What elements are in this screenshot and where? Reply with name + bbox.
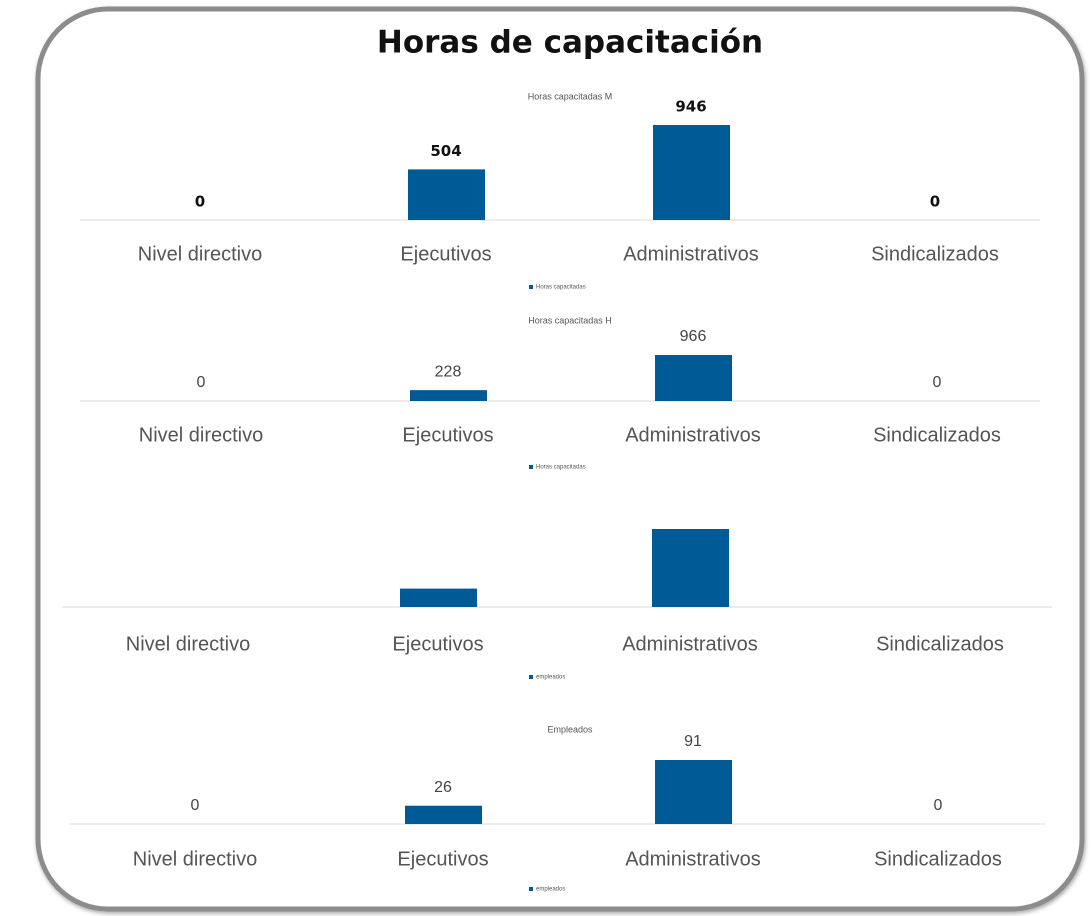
bar: [655, 760, 732, 824]
bar: [410, 390, 487, 401]
data-label: 504: [430, 142, 461, 160]
legend-label: empleados: [536, 675, 565, 681]
legend-swatch: [529, 465, 533, 469]
legend-swatch: [529, 285, 533, 289]
bar: [655, 355, 732, 401]
x-tick-label: Nivel directivo: [139, 424, 263, 446]
data-label: 0: [930, 193, 940, 211]
x-tick-label: Ejecutivos: [402, 424, 493, 446]
x-tick-label: Nivel directivo: [126, 633, 250, 655]
x-tick-label: Sindicalizados: [874, 848, 1002, 870]
bar: [400, 588, 477, 607]
bar: [408, 169, 485, 220]
chart-title: Horas capacitadas H: [528, 315, 612, 325]
x-tick-label: Administrativos: [622, 633, 758, 655]
data-label: 0: [933, 374, 942, 391]
data-label: 0: [195, 193, 205, 211]
data-label: 26: [434, 779, 452, 796]
x-tick-label: Ejecutivos: [397, 848, 488, 870]
x-tick-label: Administrativos: [625, 424, 761, 446]
main-title: Horas de capacitación: [377, 25, 763, 61]
x-tick-label: Sindicalizados: [876, 633, 1004, 655]
x-tick-label: Sindicalizados: [871, 243, 999, 265]
chart-title: Horas capacitadas M: [528, 91, 613, 101]
data-label: 0: [191, 797, 200, 814]
chart-title: Empleados: [547, 724, 593, 734]
legend-swatch: [529, 887, 533, 891]
x-tick-label: Administrativos: [625, 848, 761, 870]
data-label: 228: [435, 363, 462, 380]
x-tick-label: Nivel directivo: [133, 848, 257, 870]
legend-label: empleados: [536, 887, 565, 893]
legend-label: Horas capacitadas: [536, 285, 586, 291]
bar: [652, 529, 729, 607]
legend-label: Horas capacitadas: [536, 465, 586, 471]
data-label: 91: [684, 733, 702, 750]
x-tick-label: Sindicalizados: [873, 424, 1001, 446]
data-label: 966: [680, 328, 707, 345]
data-label: 0: [934, 797, 943, 814]
data-label: 0: [197, 374, 206, 391]
x-tick-label: Administrativos: [623, 243, 759, 265]
x-tick-label: Nivel directivo: [138, 243, 262, 265]
legend-swatch: [529, 675, 533, 679]
data-label: 946: [675, 98, 706, 116]
bar: [653, 125, 730, 220]
x-tick-label: Ejecutivos: [400, 243, 491, 265]
x-tick-label: Ejecutivos: [392, 633, 483, 655]
bar: [405, 805, 482, 824]
frame: [35, 6, 1085, 912]
